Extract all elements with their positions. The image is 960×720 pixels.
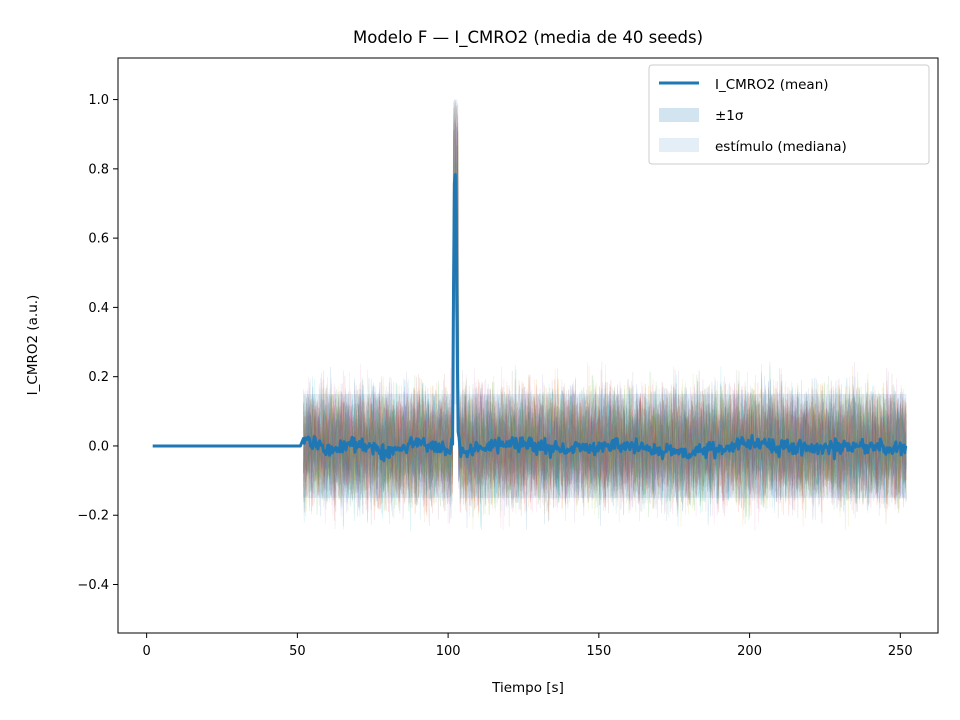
- legend-swatch-stimulus: [659, 138, 699, 152]
- seed-trace: [303, 132, 907, 517]
- y-tick-label: −0.2: [77, 509, 109, 524]
- seed-trace: [303, 156, 907, 530]
- chart-title: Modelo F — I_CMRO2 (media de 40 seeds): [353, 28, 703, 48]
- seed-trace: [303, 182, 907, 513]
- seed-trace: [303, 104, 907, 517]
- seed-trace: [303, 145, 907, 520]
- seed-trace: [303, 116, 907, 530]
- seed-trace: [303, 99, 907, 521]
- mean-line: [152, 173, 908, 463]
- y-tick-label: 0.8: [88, 162, 109, 177]
- seed-trace: [303, 123, 907, 525]
- y-tick-label: 0.2: [88, 370, 109, 385]
- seed-trace: [303, 123, 907, 519]
- seed-trace: [303, 100, 907, 523]
- seed-trace: [303, 102, 907, 516]
- mean-series: [152, 173, 908, 463]
- x-tick-label: 100: [436, 644, 461, 659]
- seed-trace: [303, 108, 907, 518]
- seed-trace: [303, 176, 907, 529]
- y-axis-label: I_CMRO2 (a.u.): [25, 295, 41, 396]
- seed-trace: [303, 126, 907, 531]
- seed-trace: [303, 102, 907, 526]
- seed-trace: [303, 105, 907, 525]
- seed-trace: [303, 115, 907, 530]
- x-tick-label: 250: [888, 644, 913, 659]
- seed-trace: [303, 124, 907, 513]
- seed-trace: [303, 126, 907, 518]
- seed-trace: [303, 115, 907, 532]
- y-axis: −0.4 −0.2 0.0 0.2 0.4 0.6 0.8 1.0: [77, 93, 118, 593]
- y-tick-label: 0.6: [88, 232, 109, 247]
- seed-trace: [303, 106, 907, 529]
- legend-box: [648, 64, 930, 165]
- legend-label-mean: I_CMRO2 (mean): [715, 77, 829, 93]
- seed-trace: [303, 161, 907, 531]
- x-tick-label: 50: [289, 644, 306, 659]
- x-tick-label: 200: [737, 644, 762, 659]
- seed-trace: [303, 145, 907, 528]
- legend: I_CMRO2 (mean) ±1σ estímulo (mediana): [648, 64, 930, 165]
- seed-trace: [303, 127, 907, 516]
- y-tick-label: 1.0: [88, 93, 109, 108]
- seed-trace: [303, 104, 907, 521]
- x-tick-label: 0: [142, 644, 150, 659]
- seed-trace: [303, 101, 907, 524]
- legend-label-sigma: ±1σ: [715, 108, 744, 124]
- y-tick-label: 0.4: [88, 301, 109, 316]
- seed-trace: [303, 212, 907, 525]
- plot-frame: [117, 57, 939, 634]
- legend-label-stimulus: estímulo (mediana): [715, 139, 847, 155]
- seed-trace: [303, 129, 907, 523]
- y-tick-label: 0.0: [88, 439, 109, 454]
- seed-trace: [303, 113, 907, 524]
- seed-trace: [303, 108, 907, 529]
- legend-swatch-sigma: [659, 108, 699, 122]
- x-axis: 0 50 100 150 200 250: [142, 633, 913, 659]
- x-tick-label: 150: [586, 644, 611, 659]
- x-axis-label: Tiempo [s]: [491, 680, 564, 696]
- y-tick-label: −0.4: [77, 578, 109, 593]
